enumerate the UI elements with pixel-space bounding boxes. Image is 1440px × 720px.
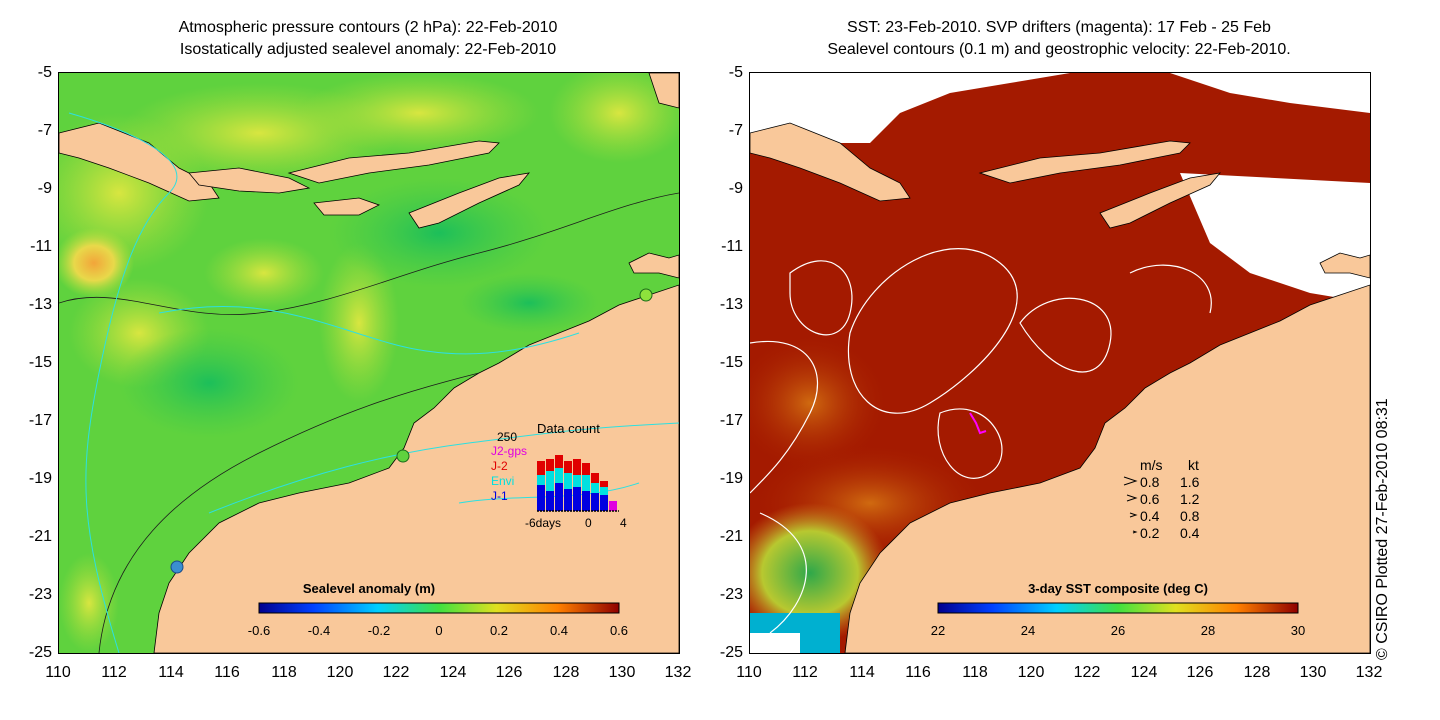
right-ytick: -7	[728, 122, 743, 139]
left-xtick: 132	[664, 664, 692, 681]
velocity-key-header-ms: m/s	[1140, 457, 1163, 473]
left-xtick: 126	[495, 664, 523, 681]
right-ytick: -9	[728, 180, 743, 197]
sla-tick-3: 0	[435, 623, 442, 638]
left-ytick: -19	[28, 470, 52, 487]
velocity-key: m/s kt 0.8 1.6 0.6 1.2 0.4 0.8 0.2 0.4	[1123, 457, 1200, 541]
left-xtick: 130	[608, 664, 636, 681]
sst-tick-0: 22	[931, 623, 945, 638]
left-xtick: 120	[326, 664, 354, 681]
legend-j2: J-2	[491, 459, 508, 473]
sst-map: m/s kt 0.8 1.6 0.6 1.2 0.4 0.8 0.2 0.4	[749, 72, 1371, 654]
velocity-key-kt-3: 0.4	[1180, 525, 1200, 541]
sst-map-graphic: m/s kt 0.8 1.6 0.6 1.2 0.4 0.8 0.2 0.4	[750, 73, 1370, 653]
right-xtick: 120	[1017, 664, 1045, 681]
sla-tick-0: -0.6	[248, 623, 270, 638]
left-xtick: 116	[214, 664, 240, 681]
right-ytick: -23	[719, 586, 743, 603]
right-xtick: 124	[1130, 664, 1158, 681]
data-count-inset: Data count 250 J2-gps J-2 Envi J-1 -6day…	[491, 421, 627, 530]
legend-j1: J-1	[491, 489, 508, 503]
right-title-line1: SST: 23-Feb-2010. SVP drifters (magenta)…	[847, 19, 1271, 36]
inset-xtick-mid: 0	[585, 516, 592, 530]
left-ytick: -15	[28, 354, 52, 371]
right-xtick: 128	[1243, 664, 1271, 681]
sealevel-colorbar-label: Sealevel anomaly (m)	[303, 581, 435, 596]
sst-tick-3: 28	[1201, 623, 1215, 638]
left-xtick: 110	[45, 664, 71, 681]
right-ytick: -13	[719, 296, 743, 313]
left-ytick: -23	[28, 586, 52, 603]
sst-tick-1: 24	[1021, 623, 1035, 638]
legend-j2gps: J2-gps	[491, 444, 527, 458]
right-xtick: 130	[1299, 664, 1327, 681]
right-ytick: -25	[719, 644, 743, 661]
sst-colorbar-label: 3-day SST composite (deg C)	[1028, 581, 1208, 596]
right-xtick: 112	[792, 664, 818, 681]
sealevel-anomaly-map: Data count 250 J2-gps J-2 Envi J-1 -6day…	[58, 72, 680, 654]
left-xtick: 122	[382, 664, 410, 681]
csiro-credit: © CSIRO Plotted 27-Feb-2010 08:31	[1374, 398, 1391, 660]
velocity-key-kt-0: 1.6	[1180, 474, 1200, 490]
left-title-line1: Atmospheric pressure contours (2 hPa): 2…	[178, 19, 558, 36]
velocity-key-ms-3: 0.2	[1140, 525, 1160, 541]
sst-colorbar: 3-day SST composite (deg C) 22 24 26 28 …	[931, 581, 1305, 638]
right-ytick: -11	[721, 238, 743, 255]
right-xtick: 132	[1355, 664, 1383, 681]
right-xtick: 116	[905, 664, 931, 681]
right-xtick: 122	[1073, 664, 1101, 681]
velocity-key-ms-2: 0.4	[1140, 508, 1160, 524]
left-xtick: 128	[552, 664, 580, 681]
velocity-key-ms-1: 0.6	[1140, 491, 1160, 507]
right-xtick: 126	[1186, 664, 1214, 681]
inset-xtick-right: 4	[620, 516, 627, 530]
right-title-line2: Sealevel contours (0.1 m) and geostrophi…	[827, 41, 1291, 58]
left-ytick: -13	[28, 296, 52, 313]
left-ytick: -17	[28, 412, 52, 429]
left-ytick: -11	[30, 238, 52, 255]
right-ytick: -21	[719, 528, 743, 545]
right-xtick: 118	[962, 664, 988, 681]
velocity-key-ms-0: 0.8	[1140, 474, 1160, 490]
sla-tick-1: -0.4	[308, 623, 330, 638]
left-xtick: 112	[101, 664, 127, 681]
legend-envi: Envi	[491, 474, 514, 488]
sealevel-colorbar: Sealevel anomaly (m) -0.6 -0.4 -0.2 0 0.…	[248, 581, 628, 638]
right-ytick: -5	[728, 64, 743, 81]
left-ytick: -9	[37, 180, 52, 197]
data-count-title: Data count	[537, 421, 600, 436]
right-xtick: 114	[849, 664, 875, 681]
left-ytick: -21	[28, 528, 52, 545]
sla-tick-4: 0.2	[490, 623, 508, 638]
left-ytick: -5	[37, 64, 52, 81]
sla-tick-5: 0.4	[550, 623, 568, 638]
left-xtick: 118	[271, 664, 297, 681]
data-count-bars	[537, 455, 617, 511]
velocity-key-kt-2: 0.8	[1180, 508, 1200, 524]
right-ytick: -15	[719, 354, 743, 371]
inset-xtick-left: -6days	[525, 516, 561, 530]
right-ytick: -19	[719, 470, 743, 487]
left-xtick: 114	[158, 664, 184, 681]
left-ytick: -25	[28, 644, 52, 661]
velocity-key-kt-1: 1.2	[1180, 491, 1200, 507]
velocity-key-header-kt: kt	[1188, 457, 1199, 473]
sealevel-map-graphic: Data count 250 J2-gps J-2 Envi J-1 -6day…	[59, 73, 679, 653]
sst-tick-4: 30	[1291, 623, 1305, 638]
data-count-ymax: 250	[497, 430, 517, 444]
sla-tick-2: -0.2	[368, 623, 390, 638]
sst-tick-2: 26	[1111, 623, 1125, 638]
left-xtick: 124	[439, 664, 467, 681]
left-title-line2: Isostatically adjusted sealevel anomaly:…	[179, 41, 557, 58]
right-ytick: -17	[719, 412, 743, 429]
sla-tick-6: 0.6	[610, 623, 628, 638]
right-xtick: 110	[736, 664, 762, 681]
left-ytick: -7	[37, 122, 52, 139]
